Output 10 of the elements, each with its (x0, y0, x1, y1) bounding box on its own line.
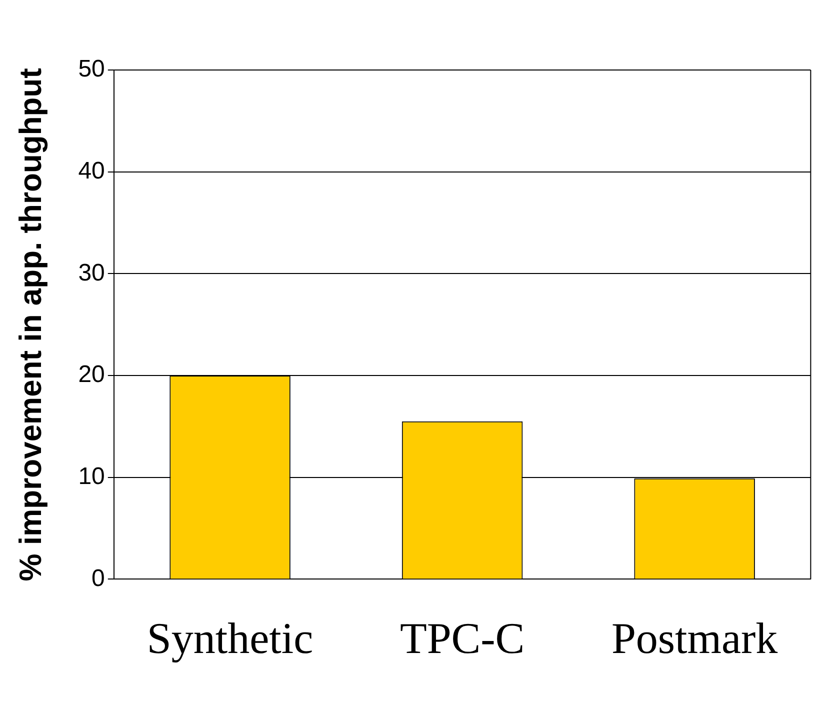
x-tick-label: Synthetic (146, 614, 314, 664)
y-tick-label: 40 (78, 157, 105, 184)
x-tick-label: TPC-C (400, 614, 525, 664)
x-tick-label: Postmark (611, 614, 778, 664)
y-tick-label: 20 (78, 361, 105, 388)
y-axis-title: % improvement in app. throughput (13, 68, 48, 582)
y-tick-label: 30 (78, 259, 105, 286)
y-tick-label: 10 (78, 462, 105, 490)
y-tick-label: 0 (92, 564, 105, 592)
y-tick-label: 50 (78, 56, 105, 83)
